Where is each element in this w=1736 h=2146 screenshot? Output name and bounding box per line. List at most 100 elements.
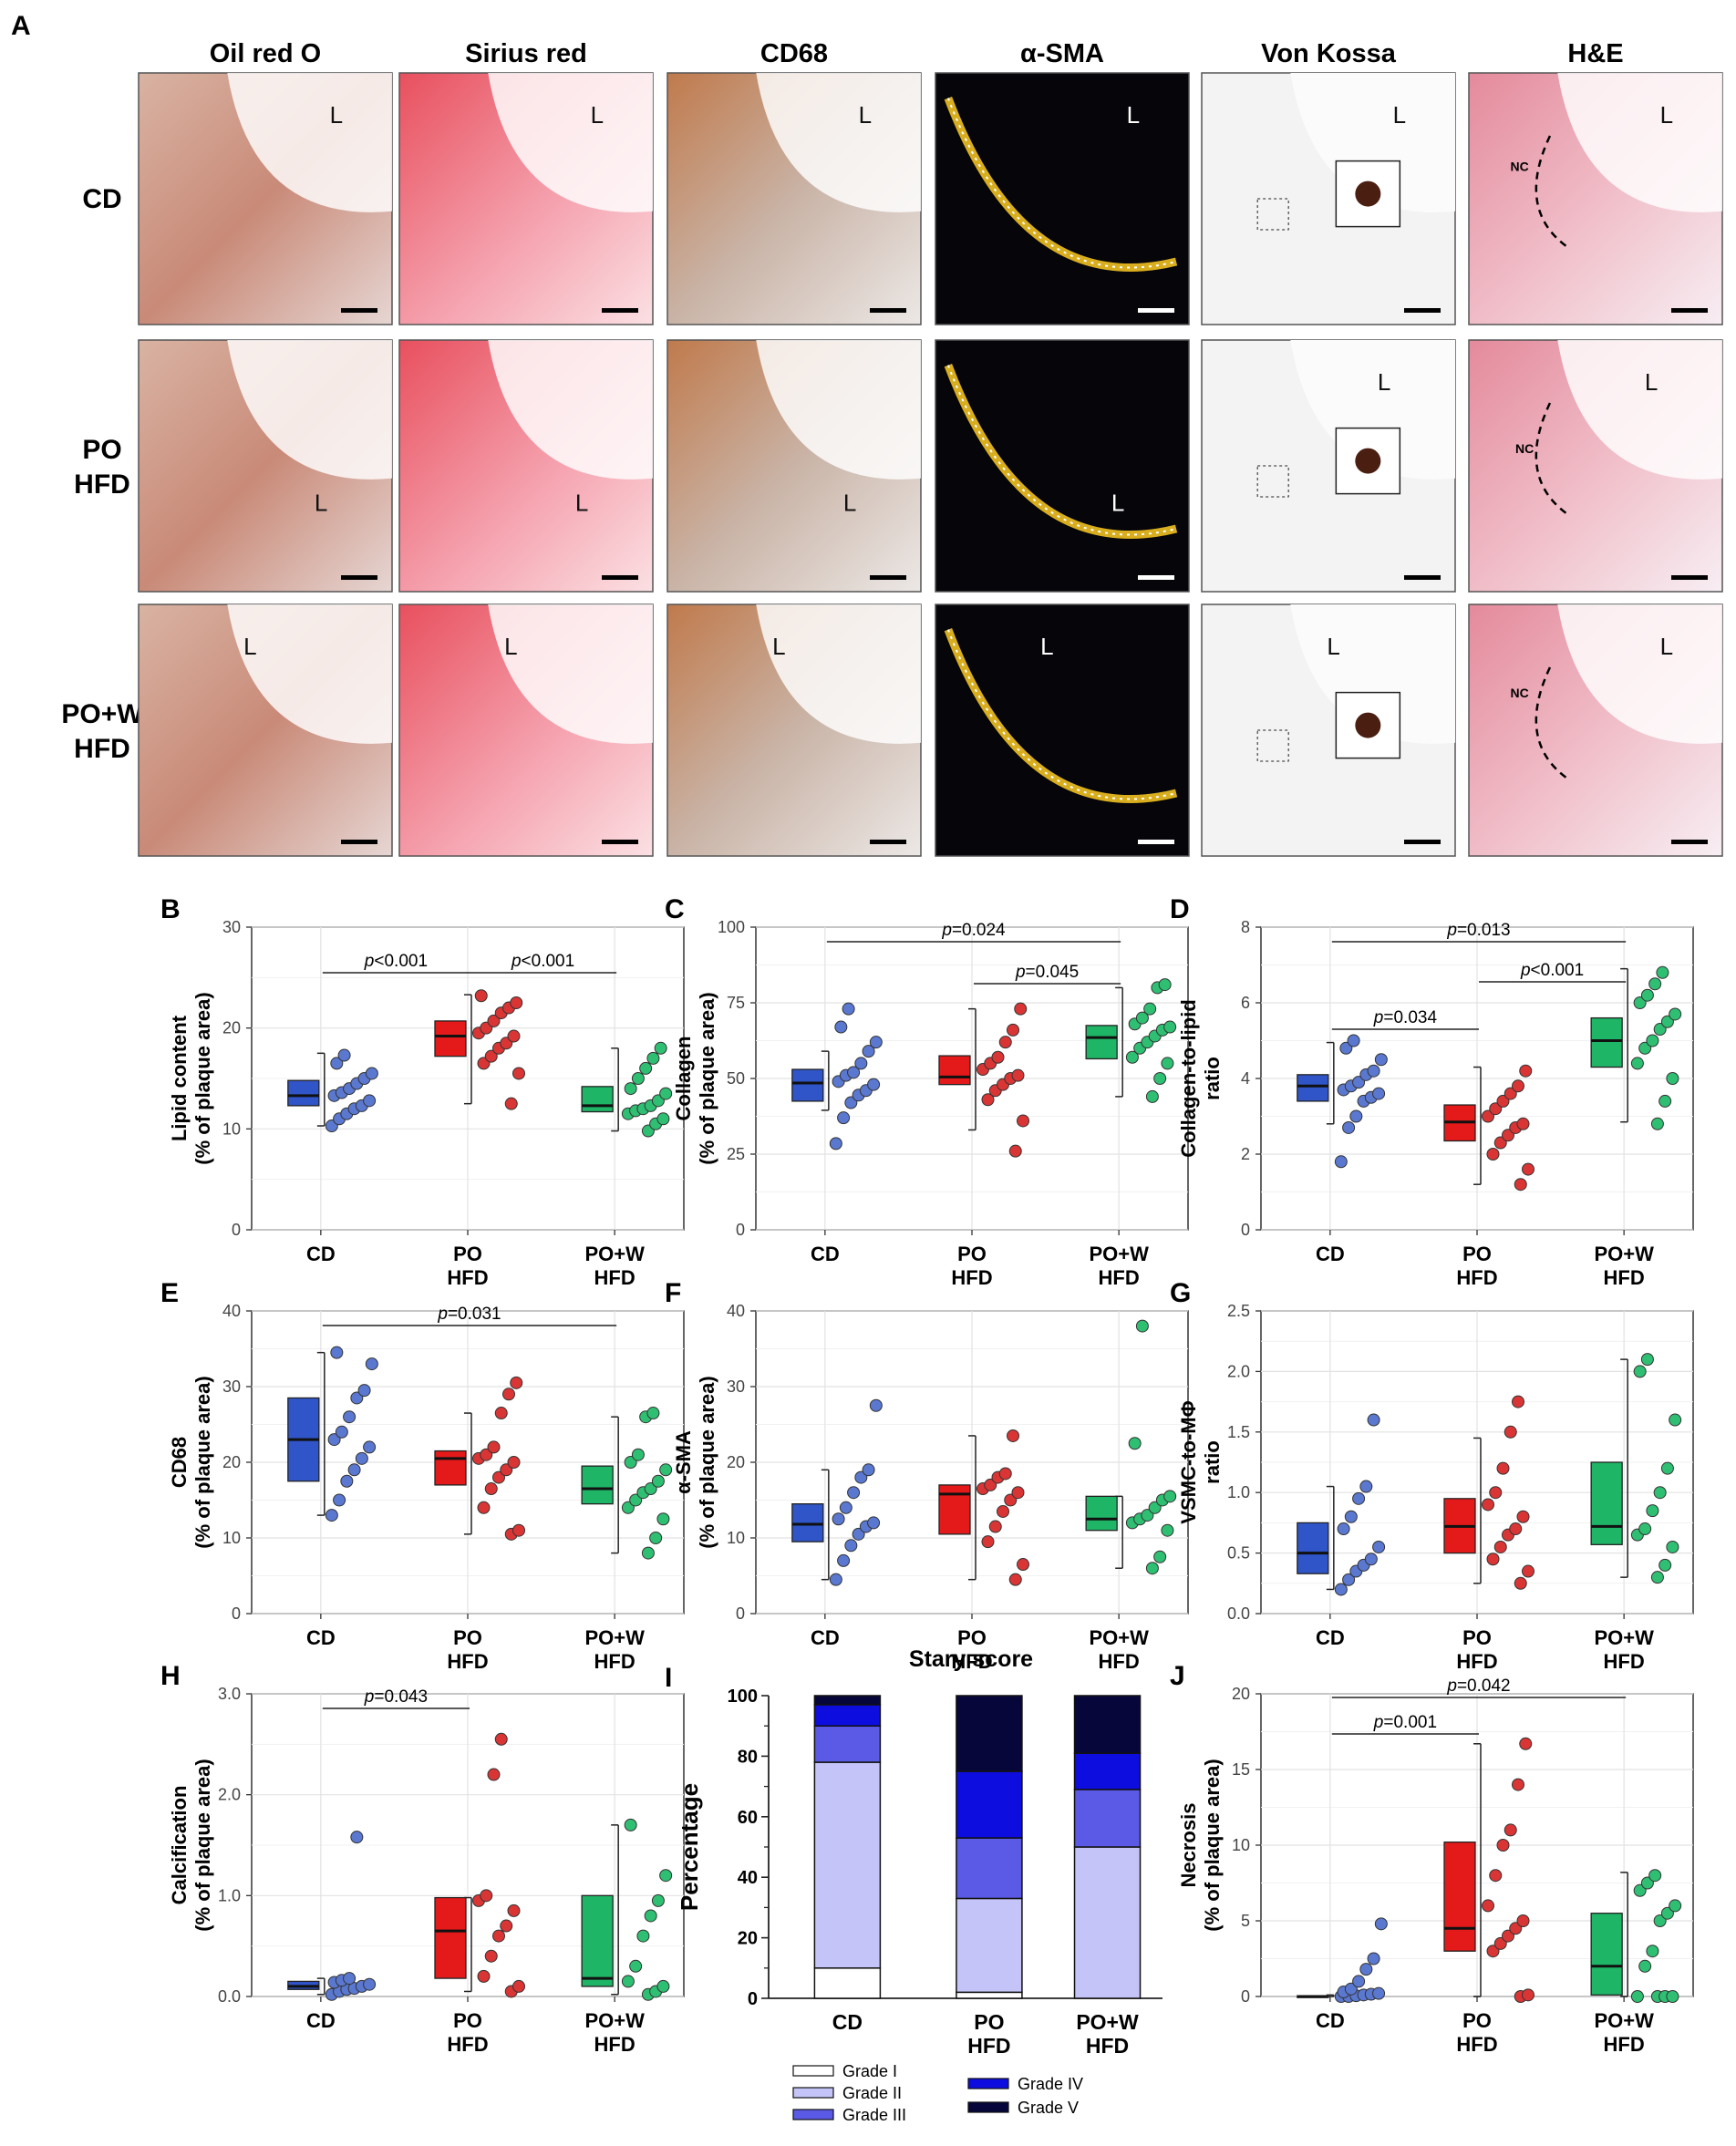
data-point	[1482, 1109, 1494, 1123]
data-point	[480, 1889, 493, 1903]
data-point	[1504, 1087, 1517, 1100]
data-point	[1650, 1571, 1664, 1584]
data-point	[1522, 1162, 1534, 1176]
stack-segment-0-1	[813, 1761, 882, 1969]
y-axis-label-line2: (% of plaque area)	[1201, 1759, 1224, 1931]
data-point	[1334, 1583, 1348, 1596]
p-value-label: p=0.042	[1446, 1677, 1510, 1696]
data-point	[1630, 1990, 1644, 2003]
data-point	[631, 1448, 645, 1461]
data-point	[500, 1919, 513, 1933]
data-point	[624, 1082, 637, 1096]
data-point	[1653, 1023, 1667, 1037]
box-2	[1590, 1913, 1623, 1996]
data-point	[1650, 1117, 1664, 1130]
legend-label-3: Grade IV	[1018, 2075, 1083, 2093]
data-point	[1514, 1178, 1527, 1192]
data-point	[829, 1573, 842, 1586]
row-label-1-line2: HFD	[74, 469, 130, 500]
lumen-label: L	[1378, 368, 1390, 396]
data-point	[1486, 1553, 1500, 1566]
p-value-label: p=0.024	[941, 921, 1006, 940]
data-point	[510, 1376, 523, 1389]
scale-bar	[1404, 575, 1441, 580]
panel-letter-F: F	[665, 1278, 681, 1308]
lumen-label: L	[1127, 101, 1140, 129]
data-point	[347, 1463, 361, 1477]
x-tick-label-1-line1: PO	[453, 2009, 482, 2032]
data-point	[981, 1535, 995, 1549]
y-axis-label-line2: (% of plaque area)	[696, 1376, 718, 1548]
data-point	[1658, 1094, 1672, 1108]
x-tick-label-2-line1: PO+W	[1594, 1626, 1654, 1649]
data-point	[1163, 1490, 1177, 1503]
y-tick-label: 40	[222, 1302, 241, 1320]
scale-bar	[1138, 840, 1174, 844]
data-point	[1496, 1839, 1510, 1852]
x-tick-label-1-line2: HFD	[967, 2034, 1010, 2058]
data-point	[1666, 1990, 1679, 2003]
p-value-label: p<0.001	[364, 952, 428, 971]
y-axis-label-line1: VSMC-to-MΦ	[1177, 1400, 1200, 1523]
x-tick-label-2-line1: PO+W	[584, 1626, 645, 1649]
data-point	[629, 1493, 643, 1507]
legend-label-2: Grade III	[842, 2106, 906, 2124]
chart-C: C 0 25 50 75 100 Collagen (% of plaque area) p=0…	[665, 894, 1189, 1289]
y-tick-label: 60	[738, 1808, 758, 1828]
p-value-label: p=0.043	[364, 1687, 428, 1707]
data-point	[1017, 1114, 1029, 1128]
x-tick-label-0-line1: CD	[306, 2009, 336, 2032]
box-0	[1297, 1074, 1329, 1102]
lumen-area	[227, 604, 392, 744]
data-point	[1496, 1094, 1510, 1108]
legend-swatch-0	[792, 2065, 834, 2077]
stack-segment-2-1	[1073, 1846, 1142, 1999]
micrograph-5-row-2: L NC	[1468, 604, 1723, 857]
y-tick-label: 2	[1241, 1145, 1250, 1163]
x-tick-label-0-line1: CD	[811, 1626, 840, 1649]
data-point	[854, 1470, 868, 1484]
von-kossa-zoom-box	[1256, 465, 1289, 498]
y-tick-label: 25	[727, 1145, 745, 1163]
necrotic-core-label: NC	[1510, 686, 1528, 700]
data-point	[991, 1050, 1005, 1064]
data-point	[343, 1972, 356, 1986]
scale-bar	[1671, 840, 1708, 844]
data-point	[494, 1407, 508, 1420]
micrograph-2-row-2: L	[666, 604, 922, 857]
panel-letter-G: G	[1170, 1278, 1191, 1308]
data-point	[834, 1020, 848, 1034]
box-1	[1443, 1842, 1476, 1952]
x-tick-label-1-line1: PO	[957, 1243, 987, 1265]
data-point	[1486, 1945, 1500, 1958]
data-point	[624, 1456, 637, 1469]
micrograph-5-row-1: L NC	[1468, 339, 1723, 593]
chart-H: H 0.0 1.0 2.0 3.0 Calcification (% of plaque a…	[160, 1661, 685, 2056]
box-0	[791, 1068, 824, 1102]
micrograph-background	[935, 604, 1190, 857]
data-point	[1512, 1778, 1524, 1791]
scale-bar	[602, 308, 638, 313]
micrograph-0-row-0: L	[138, 72, 393, 325]
data-point	[656, 1112, 670, 1126]
stack-segment-0-3	[813, 1704, 882, 1727]
data-point	[847, 1486, 861, 1500]
data-point	[621, 1975, 635, 1988]
x-tick-label-2-line1: PO+W	[1089, 1626, 1149, 1649]
y-tick-label: 10	[222, 1529, 241, 1547]
data-point	[1364, 1553, 1378, 1566]
data-point	[1011, 1068, 1025, 1082]
data-point	[639, 1061, 653, 1075]
data-point	[1367, 1413, 1380, 1427]
row-label-1-line1: PO	[82, 435, 121, 465]
x-tick-label-2-line1: PO+W	[1594, 1243, 1654, 1265]
data-point	[1367, 1064, 1380, 1078]
scale-bar	[1404, 308, 1441, 313]
data-point	[1161, 1523, 1174, 1537]
data-point	[988, 1520, 1002, 1533]
y-tick-label: 5	[1241, 1912, 1250, 1930]
data-point	[512, 1067, 525, 1080]
stack-segment-1-0	[956, 1991, 1023, 1999]
data-point	[869, 1398, 883, 1412]
